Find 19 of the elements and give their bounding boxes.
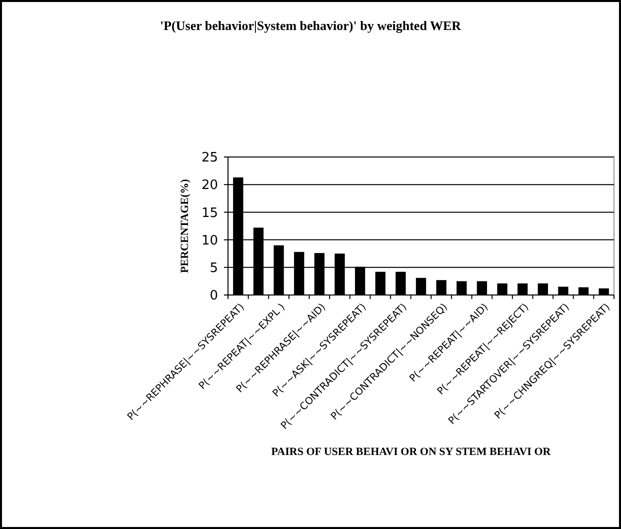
y-tick-label: 10 — [201, 233, 218, 248]
y-tick-label: 0 — [210, 288, 218, 304]
bar — [518, 283, 528, 295]
bar — [476, 281, 488, 295]
y-tick-label: 15 — [201, 206, 218, 221]
bar — [375, 272, 386, 295]
y-tick-label: 5 — [210, 260, 218, 276]
chart-title: 'P(User behavior|System behavior)' by weighted WER — [160, 18, 462, 33]
bar — [416, 278, 426, 295]
bar — [497, 283, 508, 295]
y-tick-label: 25 — [201, 150, 218, 166]
x-axis-title: PAIRS OF USER BEHAVI OR ON SY STEM BEHAVI OR — [271, 446, 552, 458]
bar — [396, 272, 406, 295]
bar — [558, 286, 568, 295]
bar — [538, 283, 548, 295]
y-axis-title: PERCENTAGE(%) — [179, 178, 191, 273]
bar — [436, 280, 446, 295]
y-tick-label: 20 — [201, 178, 218, 194]
bar — [456, 281, 467, 295]
